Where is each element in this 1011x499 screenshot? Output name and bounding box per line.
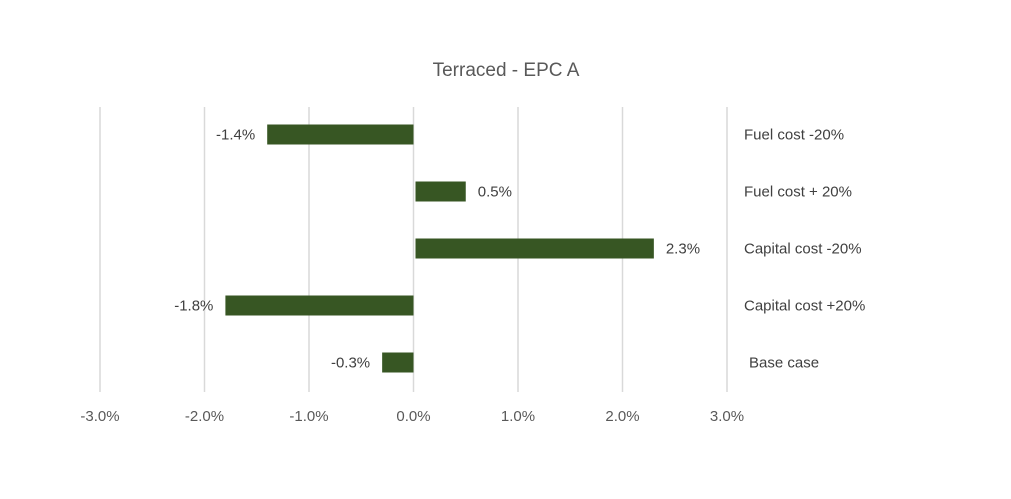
data-label: 2.3% [666,241,700,258]
x-tick-label: -1.0% [289,408,328,425]
bar [415,238,654,259]
chart-title: Terraced - EPC A [433,60,580,81]
category-label: Capital cost -20% [744,241,862,258]
x-axis-tick-labels: -3.0% -2.0% -1.0% 0.0% 1.0% 2.0% 3.0% [80,408,744,425]
data-label: 0.5% [478,184,512,201]
x-tick-label: 3.0% [710,408,744,425]
category-label: Fuel cost + 20% [744,184,852,201]
x-tick-label: 1.0% [501,408,535,425]
data-label: -0.3% [331,355,370,372]
category-label: Fuel cost -20% [744,127,844,144]
x-tick-label: 2.0% [605,408,639,425]
data-label: -1.8% [174,298,213,315]
bar [267,124,414,145]
bar [225,295,414,316]
data-label: -1.4% [216,127,255,144]
x-tick-label: 0.0% [396,408,430,425]
bars [225,124,654,373]
category-label: Base case [749,355,819,372]
category-label: Capital cost +20% [744,298,865,315]
bar [382,352,414,373]
category-labels: Fuel cost -20% Fuel cost + 20% Capital cos… [744,127,865,372]
data-labels: -1.4% 0.5% 2.3% -1.8% -0.3% [174,127,700,372]
x-tick-label: -2.0% [185,408,224,425]
bar [415,181,466,202]
x-tick-label: -3.0% [80,408,119,425]
